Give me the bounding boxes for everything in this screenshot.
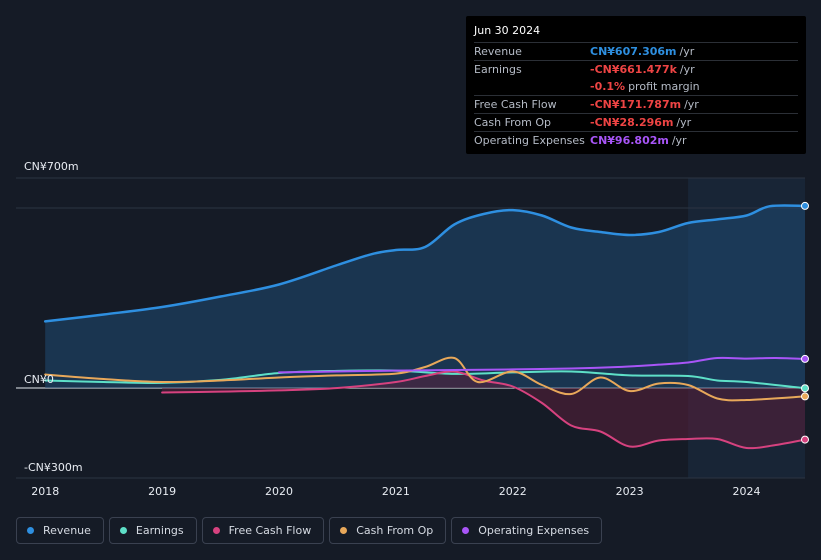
operating-expenses-line [278, 356, 806, 374]
legend-dot-icon [462, 527, 470, 534]
tooltip-row-free-cash-flow: Free Cash Flow -CN¥171.787m /yr [474, 95, 798, 113]
tooltip-unit: /yr [684, 98, 699, 111]
tooltip-date: Jun 30 2024 [474, 24, 541, 37]
tooltip-label: Cash From Op [474, 116, 552, 129]
legend-dot-icon [27, 527, 34, 534]
tooltip-row-profit-margin: -0.1% profit margin [474, 78, 798, 95]
tooltip-unit: /yr [679, 45, 695, 58]
x-tick-label: 2023 [616, 485, 644, 498]
tooltip-label: Revenue [474, 45, 522, 58]
tooltip-label: Free Cash Flow [474, 98, 557, 111]
x-tick-label: 2021 [382, 485, 410, 498]
tooltip-unit: profit margin [628, 80, 700, 93]
tooltip-value: -CN¥171.787m [590, 98, 682, 111]
tooltip-label: Earnings [474, 63, 522, 76]
x-tick-label: 2022 [499, 485, 527, 498]
tooltip-label: Operating Expenses [474, 134, 585, 147]
revenue-area [45, 205, 805, 388]
earnings-endpoint [801, 384, 809, 393]
operating-expenses-endpoint [801, 354, 809, 363]
tooltip-value: CN¥96.802m [590, 134, 669, 147]
legend-item-operating-expenses[interactable]: Operating Expenses [451, 517, 603, 544]
x-tick-label: 2020 [265, 485, 293, 498]
tooltip-value: CN¥607.306m [590, 45, 677, 58]
tooltip-value: -CN¥661.477k [590, 63, 677, 76]
legend-label: Earnings [135, 524, 184, 537]
tooltip-unit: /yr [676, 116, 692, 129]
x-tick-label: 2018 [31, 485, 59, 498]
free-cash-flow-line [161, 370, 806, 450]
x-tick-label: 2019 [148, 485, 176, 498]
x-tick-label: 2024 [733, 485, 761, 498]
y-tick-label: CN¥0 [24, 373, 54, 386]
cash-from-op-line [44, 356, 806, 402]
legend-label: Operating Expenses [478, 524, 590, 537]
revenue-line [43, 204, 807, 323]
legend: Revenue Earnings Free Cash Flow Cash Fro… [16, 517, 603, 544]
tooltip-row-operating-expenses: Operating Expenses CN¥96.802m /yr [474, 131, 798, 149]
free-cash-flow-endpoint [801, 435, 809, 444]
cash-from-op-endpoint [801, 392, 809, 401]
legend-item-earnings[interactable]: Earnings [108, 517, 197, 544]
legend-item-free-cash-flow[interactable]: Free Cash Flow [201, 517, 325, 544]
revenue-endpoint [801, 201, 809, 210]
tooltip-value: -0.1% [590, 80, 626, 93]
legend-label: Cash From Op [356, 524, 434, 537]
legend-item-revenue[interactable]: Revenue [16, 517, 104, 544]
legend-label: Free Cash Flow [228, 524, 312, 537]
tooltip-unit: /yr [671, 134, 687, 147]
legend-dot-icon [340, 527, 348, 534]
legend-dot-icon [119, 527, 127, 534]
tooltip-unit: /yr [679, 63, 695, 76]
tooltip-panel: Jun 30 2024 Revenue CN¥607.306m /yr Earn… [466, 16, 806, 154]
tooltip-value: -CN¥28.296m [590, 116, 674, 129]
tooltip-row-revenue: Revenue CN¥607.306m /yr [474, 42, 798, 60]
y-tick-label: CN¥700m [24, 160, 79, 173]
legend-label: Revenue [43, 524, 91, 537]
free-cash-flow-area [162, 371, 806, 449]
tooltip-row-earnings: Earnings -CN¥661.477k /yr [474, 60, 798, 78]
legend-dot-icon [212, 527, 220, 534]
y-tick-label: -CN¥300m [24, 461, 83, 474]
legend-item-cash-from-op[interactable]: Cash From Op [329, 517, 447, 544]
tooltip-row-cash-from-op: Cash From Op -CN¥28.296m /yr [474, 113, 798, 131]
